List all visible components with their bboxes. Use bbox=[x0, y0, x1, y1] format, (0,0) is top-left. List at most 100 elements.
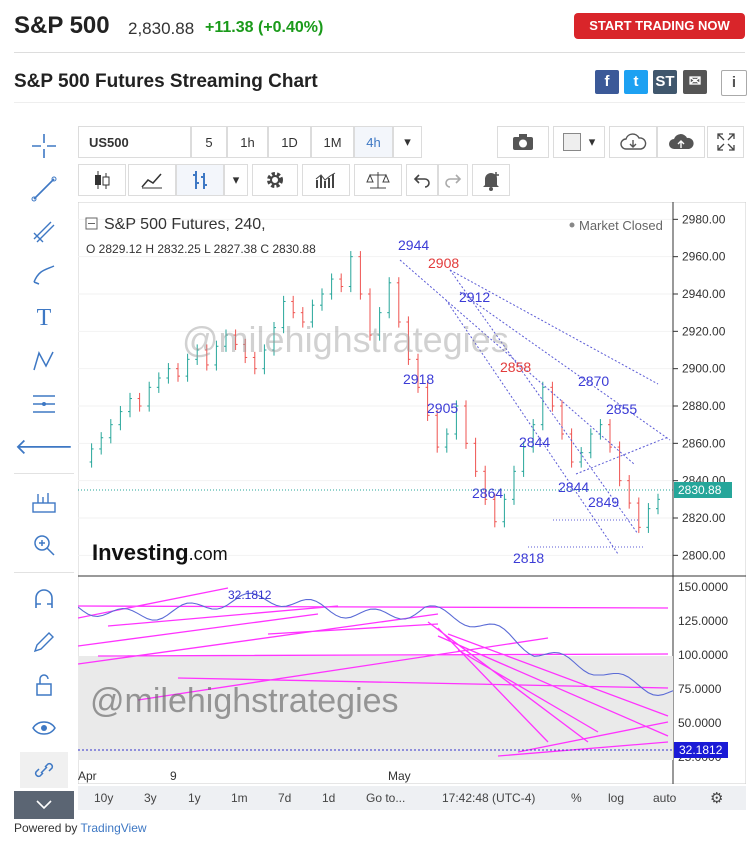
rsi-band bbox=[78, 656, 673, 760]
price-annotation: 2918 bbox=[403, 371, 434, 387]
gear-icon bbox=[267, 172, 283, 188]
save-chart-button[interactable] bbox=[657, 126, 705, 158]
magnet-icon[interactable] bbox=[28, 583, 60, 615]
arrow-left-icon[interactable]: 🡐 bbox=[14, 434, 74, 459]
email-icon[interactable]: ✉ bbox=[683, 70, 707, 94]
instrument-title: S&P 500 bbox=[14, 12, 110, 39]
rsi-last-label: 32.1812 bbox=[679, 743, 723, 757]
range-1d[interactable]: 1d bbox=[322, 791, 336, 805]
price-annotation: 2912 bbox=[459, 289, 490, 305]
interval-1M[interactable]: 1M bbox=[311, 126, 354, 158]
pitchfork-icon[interactable] bbox=[28, 216, 60, 248]
chevron-down-icon: ▾ bbox=[404, 134, 411, 149]
load-chart-button[interactable] bbox=[609, 126, 657, 158]
indicators-button[interactable] bbox=[302, 164, 350, 196]
facebook-icon[interactable]: f bbox=[595, 70, 619, 94]
candles bbox=[89, 251, 660, 533]
collapse-toolbar-icon[interactable] bbox=[14, 791, 74, 819]
rsi-watermark: @milehighstrategies bbox=[90, 682, 399, 720]
price-tick: 2920.00 bbox=[682, 324, 726, 338]
interval-1D[interactable]: 1D bbox=[268, 126, 311, 158]
area-chart-button[interactable] bbox=[128, 164, 176, 196]
price-tick: 2940.00 bbox=[682, 287, 726, 301]
chart-symbol-title: S&P 500 Futures, 240, bbox=[104, 216, 266, 233]
chart-type-dropdown[interactable]: ▾ bbox=[224, 164, 248, 196]
alert-button[interactable] bbox=[472, 164, 510, 196]
cloud-upload-icon bbox=[669, 134, 694, 149]
interval-5[interactable]: 5 bbox=[191, 126, 227, 158]
trendline-icon[interactable] bbox=[28, 173, 60, 205]
price-annotation: 2844 bbox=[558, 479, 589, 495]
screenshot-button[interactable] bbox=[497, 126, 549, 158]
compare-button[interactable] bbox=[354, 164, 402, 196]
zoom-icon[interactable] bbox=[28, 529, 60, 561]
link-icon[interactable] bbox=[20, 752, 68, 788]
alert-bell-icon bbox=[483, 172, 499, 191]
tradingview-link[interactable]: TradingView bbox=[80, 821, 147, 835]
fib-icon[interactable] bbox=[28, 388, 60, 420]
crosshair-icon[interactable] bbox=[28, 130, 60, 162]
price-annotation: 2818 bbox=[513, 550, 544, 566]
undo-button[interactable] bbox=[406, 164, 438, 196]
drawing-toolbar: T 🡐 bbox=[14, 120, 74, 820]
symbol-input[interactable]: US500 bbox=[78, 126, 191, 158]
range-1m[interactable]: 1m bbox=[231, 791, 248, 805]
scale-auto[interactable]: auto bbox=[653, 791, 677, 805]
ohlc-values: O 2829.12 H 2832.25 L 2827.38 C 2830.88 bbox=[86, 242, 316, 256]
interval-4h[interactable]: 4h bbox=[354, 126, 393, 158]
trendlines bbox=[399, 259, 671, 555]
chevron-down-icon: ▾ bbox=[232, 172, 240, 187]
last-price-label: 2830.88 bbox=[678, 483, 722, 497]
scale-log[interactable]: log bbox=[608, 791, 625, 805]
price-annotation: 2855 bbox=[606, 401, 637, 417]
pencil-lock-icon[interactable] bbox=[28, 626, 60, 658]
start-trading-button[interactable]: START TRADING NOW bbox=[574, 13, 745, 39]
fullscreen-button[interactable] bbox=[707, 126, 744, 158]
price-tick: 2860.00 bbox=[682, 436, 726, 450]
rsi-trendlines bbox=[78, 587, 669, 757]
interval-1h[interactable]: 1h bbox=[227, 126, 268, 158]
price-annotation: 2844 bbox=[519, 434, 550, 450]
price-tick: 2880.00 bbox=[682, 399, 726, 413]
settings-gear-icon[interactable]: ⚙ bbox=[710, 790, 724, 807]
pattern-icon[interactable] bbox=[28, 345, 60, 377]
powered-text: Powered by bbox=[14, 821, 78, 835]
price-annotation: 2864 bbox=[472, 485, 503, 501]
eye-icon[interactable] bbox=[28, 712, 60, 744]
redo-button[interactable] bbox=[438, 164, 468, 196]
info-icon[interactable]: i bbox=[721, 70, 747, 96]
undo-icon bbox=[413, 174, 430, 188]
measure-icon[interactable] bbox=[28, 486, 60, 518]
last-price: 2,830.88 bbox=[128, 19, 195, 38]
interval-dropdown[interactable]: ▾ bbox=[393, 126, 422, 158]
divider bbox=[14, 52, 745, 53]
brush-icon[interactable] bbox=[28, 259, 60, 291]
price-annotation: 2849 bbox=[588, 494, 619, 510]
settings-button[interactable] bbox=[252, 164, 298, 196]
chart-style-button[interactable]: ▾ bbox=[553, 126, 605, 158]
area-chart-icon bbox=[141, 173, 162, 189]
scale-percent[interactable]: % bbox=[571, 791, 582, 805]
twitter-icon[interactable]: t bbox=[624, 70, 648, 94]
candles-button[interactable] bbox=[78, 164, 126, 196]
last-price-tag bbox=[674, 482, 732, 498]
price-tick: 2960.00 bbox=[682, 250, 726, 264]
lock-icon[interactable] bbox=[28, 669, 60, 701]
price-annotation: 2905 bbox=[427, 400, 458, 416]
range-3y[interactable]: 3y bbox=[144, 791, 157, 805]
rsi-value: 32.1812 bbox=[228, 588, 272, 602]
clock: 17:42:48 (UTC-4) bbox=[442, 791, 536, 805]
range-10y[interactable]: 10y bbox=[94, 791, 114, 805]
stocktwits-icon[interactable]: ST bbox=[653, 70, 677, 94]
price-chart[interactable]: 2944 2908 2912 2918 2905 2858 2870 2855 2844 2844… bbox=[78, 202, 746, 784]
cloud-download-icon bbox=[620, 133, 647, 150]
text-tool-icon[interactable]: T bbox=[36, 304, 52, 331]
rsi-tick: 150.0000 bbox=[678, 580, 728, 594]
bars-chart-button[interactable] bbox=[176, 164, 224, 196]
investing-logo: Investing.com bbox=[92, 540, 228, 565]
divider bbox=[14, 102, 745, 103]
range-1y[interactable]: 1y bbox=[188, 791, 201, 805]
range-goto[interactable]: Go to... bbox=[366, 791, 406, 805]
powered-by: Powered by TradingView bbox=[14, 821, 147, 835]
range-7d[interactable]: 7d bbox=[278, 791, 292, 805]
